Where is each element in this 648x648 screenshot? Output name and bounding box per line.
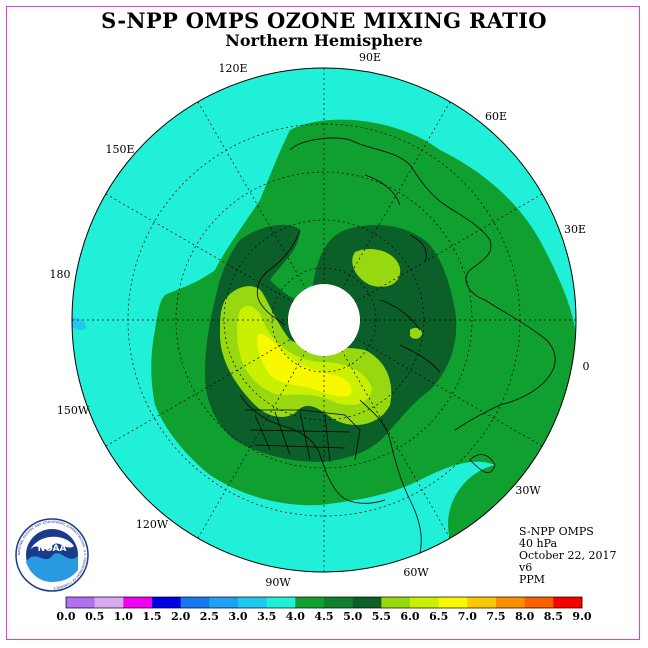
colorbar-tick-label: 9.0 (572, 610, 591, 623)
info-version: v6 (519, 561, 533, 574)
polar-no-data-cap (288, 284, 360, 356)
colorbar-swatch (438, 597, 468, 608)
lon-label-150w: 150W (57, 404, 90, 417)
coastlines (239, 137, 556, 561)
noaa-logo-text: NOAA (38, 544, 67, 554)
colorbar-outline (65, 596, 583, 609)
product-info: S-NPP OMPS 40 hPa October 22, 2017 v6 PP… (519, 526, 617, 586)
info-units: PPM (519, 573, 546, 586)
colorbar-swatch (180, 597, 210, 608)
lon-label-30e: 30E (564, 223, 586, 236)
colorbar-swatch (66, 597, 95, 608)
colorbar-swatch (524, 597, 554, 608)
lon-label-90w: 90W (265, 576, 291, 589)
info-instrument: S-NPP OMPS (519, 525, 594, 538)
colorbar-swatch (496, 597, 525, 608)
colorbar-swatch (209, 597, 239, 608)
colorbar-tick-label: 3.5 (257, 610, 276, 623)
colorbar-swatch (553, 597, 583, 608)
colorbar-swatch (381, 597, 411, 608)
colorbar-tick-label: 7.5 (486, 610, 505, 623)
page-frame (6, 6, 640, 640)
info-date: October 22, 2017 (519, 549, 617, 562)
map-title: S-NPP OMPS OZONE MIXING RATIO (101, 8, 547, 33)
contour-small-cyan (72, 317, 86, 331)
colorbar-swatch (352, 597, 382, 608)
colorbar-swatch (266, 597, 296, 608)
colorbar-tick-label: 5.5 (372, 610, 391, 623)
colorbar-swatch (123, 597, 153, 608)
colorbar-tick-label: 5.0 (343, 610, 362, 623)
colorbar-swatch (324, 597, 353, 608)
lon-label-180: 180 (50, 268, 71, 281)
colorbar-tick-label: 6.5 (429, 610, 448, 623)
colorbar-swatch (467, 597, 497, 608)
noaa-logo: NOAA NATIONAL OCEANIC AND ATMOSPHERIC AD… (15, 518, 89, 592)
colorbar-tick-label: 8.5 (544, 610, 563, 623)
lon-label-120w: 120W (136, 518, 169, 531)
colorbar: 0.0 0.5 1.0 1.5 2.0 2.5 3.0 3.5 4.0 4.5 5.0 5.5 6.0 6… (56, 596, 592, 623)
colorbar-tick-label: 4.0 (286, 610, 305, 623)
colorbar-tick-label: 3.0 (228, 610, 247, 623)
colorbar-tick-label: 8.0 (515, 610, 534, 623)
lon-label-90e: 90E (359, 51, 381, 64)
colorbar-tick-label: 4.5 (314, 610, 333, 623)
colorbar-tick-label: 2.5 (200, 610, 219, 623)
lon-label-30w: 30W (515, 484, 541, 497)
lon-label-150e: 150E (105, 143, 134, 156)
colorbar-swatch (295, 597, 325, 608)
info-pressure: 40 hPa (519, 537, 558, 550)
colorbar-swatch (410, 597, 439, 608)
colorbar-tick-label: 1.0 (114, 610, 133, 623)
map-subtitle: Northern Hemisphere (225, 31, 423, 50)
lon-label-120e: 120E (218, 62, 247, 75)
colorbar-tick-label: 2.0 (171, 610, 190, 623)
lon-label-60e: 60E (485, 110, 507, 123)
colorbar-swatch (238, 597, 267, 608)
ozone-field (72, 68, 576, 572)
colorbar-tick-label: 0.0 (56, 610, 75, 623)
colorbar-tick-label: 7.0 (458, 610, 477, 623)
lon-label-0: 0 (583, 360, 590, 373)
colorbar-tick-label: 0.5 (85, 610, 104, 623)
colorbar-swatch (152, 597, 181, 608)
lon-label-60w: 60W (403, 566, 429, 579)
longitude-labels: 90E 120E 60E 150E 30E 180 0 150W 30W 120… (50, 51, 590, 589)
colorbar-tick-label: 1.5 (142, 610, 161, 623)
contour-5-0-b (352, 248, 401, 287)
colorbar-swatch (94, 597, 124, 608)
map-boundary (71, 67, 577, 573)
contour-5-0-c (410, 327, 422, 339)
colorbar-tick-label: 6.0 (400, 610, 419, 623)
